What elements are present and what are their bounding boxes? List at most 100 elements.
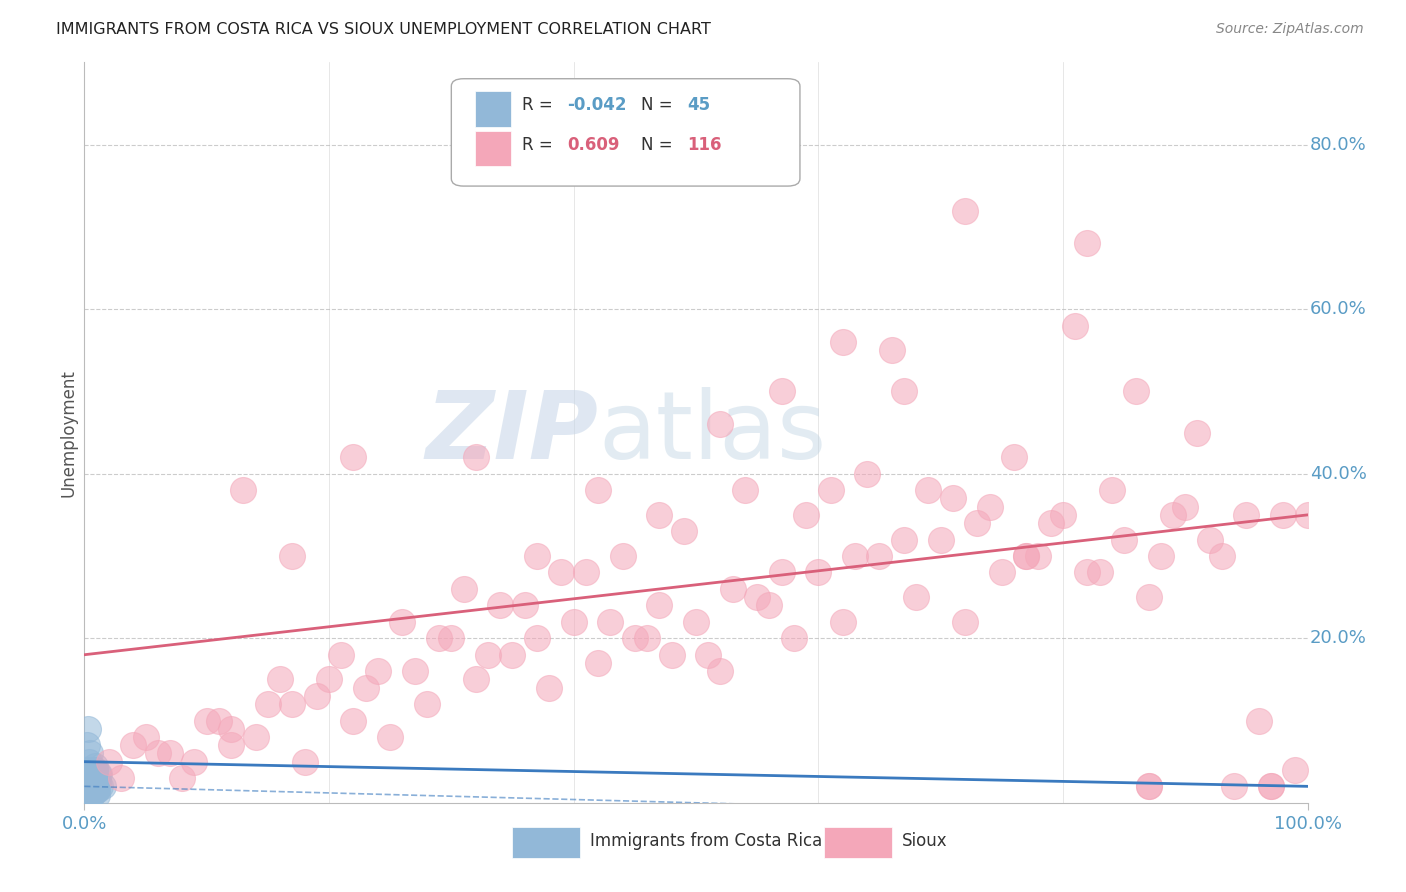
Point bbox=[208, 714, 231, 728]
Text: R =: R = bbox=[522, 95, 558, 113]
Point bbox=[86, 775, 108, 789]
Text: N =: N = bbox=[641, 95, 678, 113]
Point bbox=[1088, 566, 1111, 580]
Point bbox=[159, 747, 181, 761]
Point bbox=[991, 566, 1014, 580]
Point bbox=[416, 697, 439, 711]
FancyBboxPatch shape bbox=[475, 130, 512, 166]
Point bbox=[636, 632, 658, 646]
Point bbox=[526, 549, 548, 563]
Point bbox=[624, 632, 647, 646]
Point bbox=[305, 689, 328, 703]
Point bbox=[869, 549, 891, 563]
Point bbox=[464, 673, 486, 687]
Point bbox=[122, 738, 145, 752]
Point bbox=[82, 780, 104, 794]
Point bbox=[84, 783, 107, 797]
Point bbox=[1260, 780, 1282, 794]
Point bbox=[905, 590, 928, 604]
Point bbox=[75, 783, 97, 797]
Point bbox=[672, 524, 695, 539]
Point bbox=[966, 516, 988, 530]
Point bbox=[1015, 549, 1038, 563]
Text: Sioux: Sioux bbox=[901, 832, 948, 850]
Point bbox=[75, 789, 97, 804]
Point bbox=[110, 771, 132, 785]
Point bbox=[1039, 516, 1062, 530]
Point bbox=[1223, 780, 1246, 794]
Point bbox=[330, 648, 353, 662]
Point bbox=[648, 599, 671, 613]
Point bbox=[391, 615, 413, 629]
Point bbox=[82, 775, 104, 789]
Point bbox=[232, 483, 254, 498]
Point bbox=[146, 747, 169, 761]
Point bbox=[1296, 508, 1319, 522]
Text: N =: N = bbox=[641, 136, 678, 154]
Point bbox=[76, 780, 98, 795]
Point bbox=[82, 780, 104, 794]
Point bbox=[84, 783, 107, 797]
Text: IMMIGRANTS FROM COSTA RICA VS SIOUX UNEMPLOYMENT CORRELATION CHART: IMMIGRANTS FROM COSTA RICA VS SIOUX UNEM… bbox=[56, 22, 711, 37]
Point bbox=[770, 384, 793, 399]
Point bbox=[77, 780, 100, 794]
Point bbox=[661, 648, 683, 662]
Point bbox=[1198, 533, 1220, 547]
Point bbox=[477, 648, 499, 662]
Point bbox=[538, 681, 561, 695]
Point bbox=[575, 566, 598, 580]
Point bbox=[489, 599, 512, 613]
Point bbox=[1015, 549, 1038, 563]
Point bbox=[80, 788, 103, 802]
Point bbox=[758, 599, 780, 613]
Point bbox=[75, 788, 97, 802]
Point bbox=[84, 763, 107, 777]
Point bbox=[77, 783, 100, 797]
Point bbox=[1076, 236, 1098, 251]
Point bbox=[73, 791, 96, 805]
Point bbox=[183, 755, 205, 769]
Point bbox=[342, 450, 364, 465]
FancyBboxPatch shape bbox=[513, 827, 579, 858]
Text: 20.0%: 20.0% bbox=[1310, 629, 1367, 648]
Point bbox=[76, 772, 98, 787]
Point bbox=[1125, 384, 1147, 399]
Text: 60.0%: 60.0% bbox=[1310, 301, 1367, 318]
Point bbox=[648, 508, 671, 522]
Point bbox=[734, 483, 756, 498]
Point bbox=[1137, 780, 1160, 794]
Point bbox=[440, 632, 463, 646]
Point bbox=[1002, 450, 1025, 465]
Point bbox=[893, 533, 915, 547]
Point bbox=[80, 783, 103, 797]
Point bbox=[87, 767, 110, 781]
Point bbox=[257, 697, 280, 711]
Point bbox=[1150, 549, 1173, 563]
Point bbox=[86, 788, 108, 802]
Point bbox=[783, 632, 806, 646]
Point bbox=[1114, 533, 1136, 547]
Text: Immigrants from Costa Rica: Immigrants from Costa Rica bbox=[589, 832, 821, 850]
Point bbox=[76, 780, 98, 794]
Point bbox=[404, 664, 426, 678]
Point bbox=[502, 648, 524, 662]
Point bbox=[942, 491, 965, 506]
Point bbox=[953, 203, 976, 218]
Point bbox=[807, 566, 830, 580]
Point bbox=[1236, 508, 1258, 522]
Point bbox=[219, 738, 242, 752]
Point bbox=[770, 566, 793, 580]
Point bbox=[83, 771, 105, 785]
Point bbox=[86, 783, 108, 797]
Text: 80.0%: 80.0% bbox=[1310, 136, 1367, 153]
Point bbox=[856, 467, 879, 481]
Text: ZIP: ZIP bbox=[425, 386, 598, 479]
Point bbox=[929, 533, 952, 547]
Point bbox=[709, 664, 731, 678]
Point bbox=[76, 738, 98, 752]
Point bbox=[75, 763, 97, 777]
Point bbox=[77, 775, 100, 789]
Point bbox=[83, 771, 105, 785]
Point bbox=[1272, 508, 1295, 522]
Point bbox=[281, 549, 304, 563]
